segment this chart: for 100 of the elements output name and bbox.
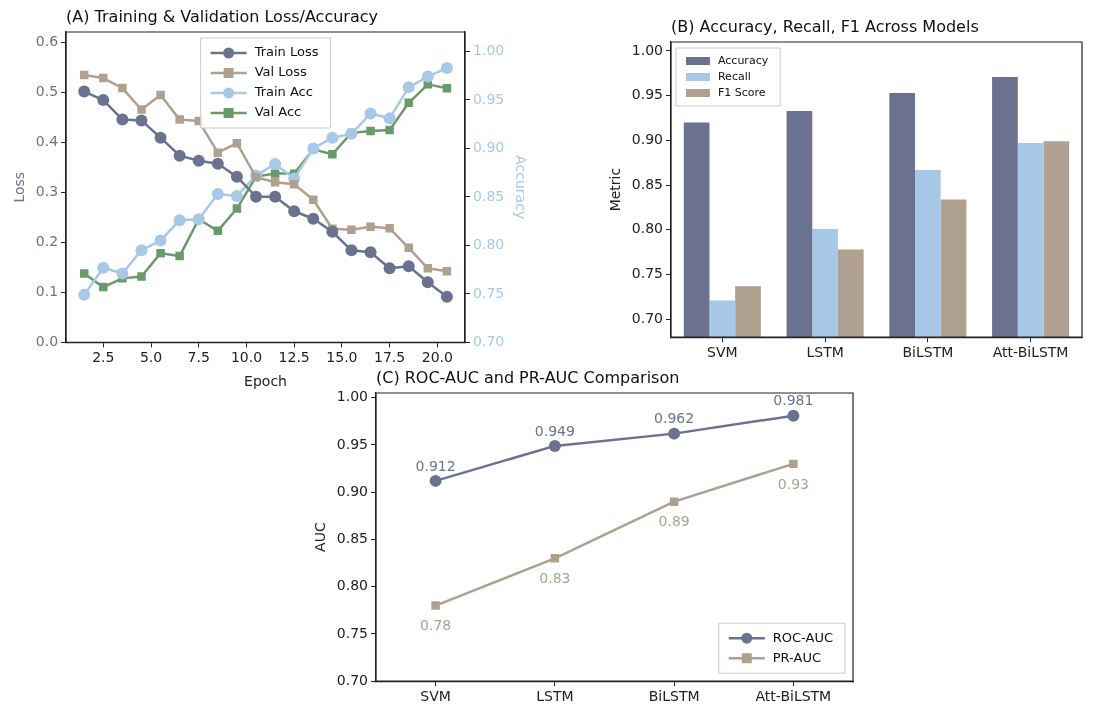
data-label: 0.962 — [654, 410, 695, 427]
x-axis-title: Epoch — [244, 373, 287, 390]
data-label: 0.949 — [534, 422, 575, 439]
point — [326, 225, 339, 238]
legend-label: PR-AUC — [772, 649, 822, 665]
point — [548, 439, 561, 452]
point — [250, 190, 262, 203]
data-label: 0.93 — [777, 475, 809, 492]
point — [366, 222, 375, 231]
point — [116, 267, 129, 280]
point — [440, 290, 453, 303]
point — [364, 246, 377, 259]
point — [345, 244, 358, 257]
data-label: 0.981 — [773, 392, 814, 409]
x-tick-label: 15.0 — [326, 349, 358, 366]
point — [154, 131, 167, 144]
legend-label: Val Loss — [254, 64, 307, 80]
point — [347, 225, 356, 234]
y-tick-label: 0.75 — [336, 624, 368, 641]
point — [230, 189, 243, 202]
data-label: 0.89 — [658, 513, 690, 530]
x-tick-label: Att-BiLSTM — [992, 344, 1069, 361]
point — [78, 288, 91, 301]
point — [402, 260, 415, 273]
legend-label: Recall — [717, 69, 751, 83]
legend-label: Train Loss — [253, 44, 319, 60]
y-tick-label: 1.00 — [336, 388, 368, 405]
x-tick-label: 12.5 — [278, 349, 310, 366]
y-axis-title: Loss — [11, 171, 28, 203]
x-tick-label: Att-BiLSTM — [755, 688, 832, 705]
point — [269, 190, 282, 203]
y2-tick-label: 1.00 — [473, 42, 505, 59]
x-tick-label: 10.0 — [230, 349, 263, 366]
point — [211, 157, 224, 170]
point — [383, 262, 396, 275]
point — [364, 107, 377, 120]
y2-tick-label: 0.75 — [473, 284, 505, 301]
point — [366, 126, 375, 136]
y-tick-label: 0.95 — [631, 86, 663, 103]
point — [442, 267, 452, 276]
y2-axis-title: Accuracy — [512, 155, 529, 220]
point — [232, 204, 242, 213]
point — [99, 73, 108, 83]
y-tick-label: 0.90 — [631, 131, 663, 148]
y-tick-label: 1.00 — [631, 41, 663, 58]
y-axis-title: AUC — [312, 522, 329, 552]
point — [404, 243, 413, 253]
y-tick-label: 0.85 — [631, 175, 663, 192]
y-tick-label: 0.6 — [35, 32, 59, 49]
point — [326, 131, 339, 144]
point — [116, 113, 129, 126]
x-tick-label: BiLSTM — [902, 344, 954, 361]
point — [173, 214, 186, 227]
point — [154, 234, 167, 247]
point — [175, 251, 184, 261]
point — [668, 427, 681, 440]
x-tick-label: SVM — [420, 688, 451, 705]
x-tick-label: BiLSTM — [648, 688, 700, 705]
point — [421, 276, 434, 289]
y-tick-label: 0.0 — [35, 333, 59, 350]
point — [440, 61, 453, 74]
point — [787, 409, 800, 422]
point — [192, 154, 205, 167]
y2-tick-label: 0.85 — [473, 187, 505, 204]
y-tick-label: 0.2 — [35, 232, 59, 249]
x-tick-label: 17.5 — [374, 349, 406, 366]
legend-label: Train Acc — [253, 84, 313, 100]
chart-title: (C) ROC-AUC and PR-AUC Comparison — [375, 368, 680, 388]
point — [135, 244, 148, 257]
point — [421, 70, 434, 83]
point — [423, 264, 433, 273]
point — [137, 105, 146, 114]
point — [135, 114, 148, 127]
y-tick-label: 0.80 — [336, 577, 368, 594]
point — [156, 90, 165, 100]
point — [97, 261, 110, 274]
point — [269, 157, 282, 170]
point — [156, 248, 165, 258]
point — [213, 148, 223, 157]
point — [173, 149, 186, 162]
x-tick-label: LSTM — [536, 688, 574, 705]
y-tick-label: 0.85 — [336, 530, 368, 547]
point — [230, 170, 243, 183]
legend-label: ROC-AUC — [772, 629, 833, 645]
legend-label: Accuracy — [717, 53, 769, 67]
y2-tick-label: 0.70 — [473, 333, 505, 350]
point — [328, 149, 337, 159]
point — [79, 269, 89, 278]
x-tick-label: 5.0 — [139, 349, 163, 366]
point — [270, 169, 280, 178]
point — [288, 205, 301, 218]
y2-tick-label: 0.95 — [473, 90, 505, 107]
point — [402, 81, 415, 94]
point — [97, 94, 110, 107]
y-tick-label: 0.80 — [631, 220, 663, 237]
point — [307, 212, 320, 225]
y-tick-label: 0.3 — [35, 182, 59, 199]
point — [99, 282, 108, 292]
point — [383, 112, 396, 125]
point — [442, 84, 452, 93]
